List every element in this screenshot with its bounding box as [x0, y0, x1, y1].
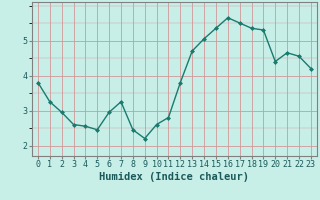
X-axis label: Humidex (Indice chaleur): Humidex (Indice chaleur) [100, 172, 249, 182]
